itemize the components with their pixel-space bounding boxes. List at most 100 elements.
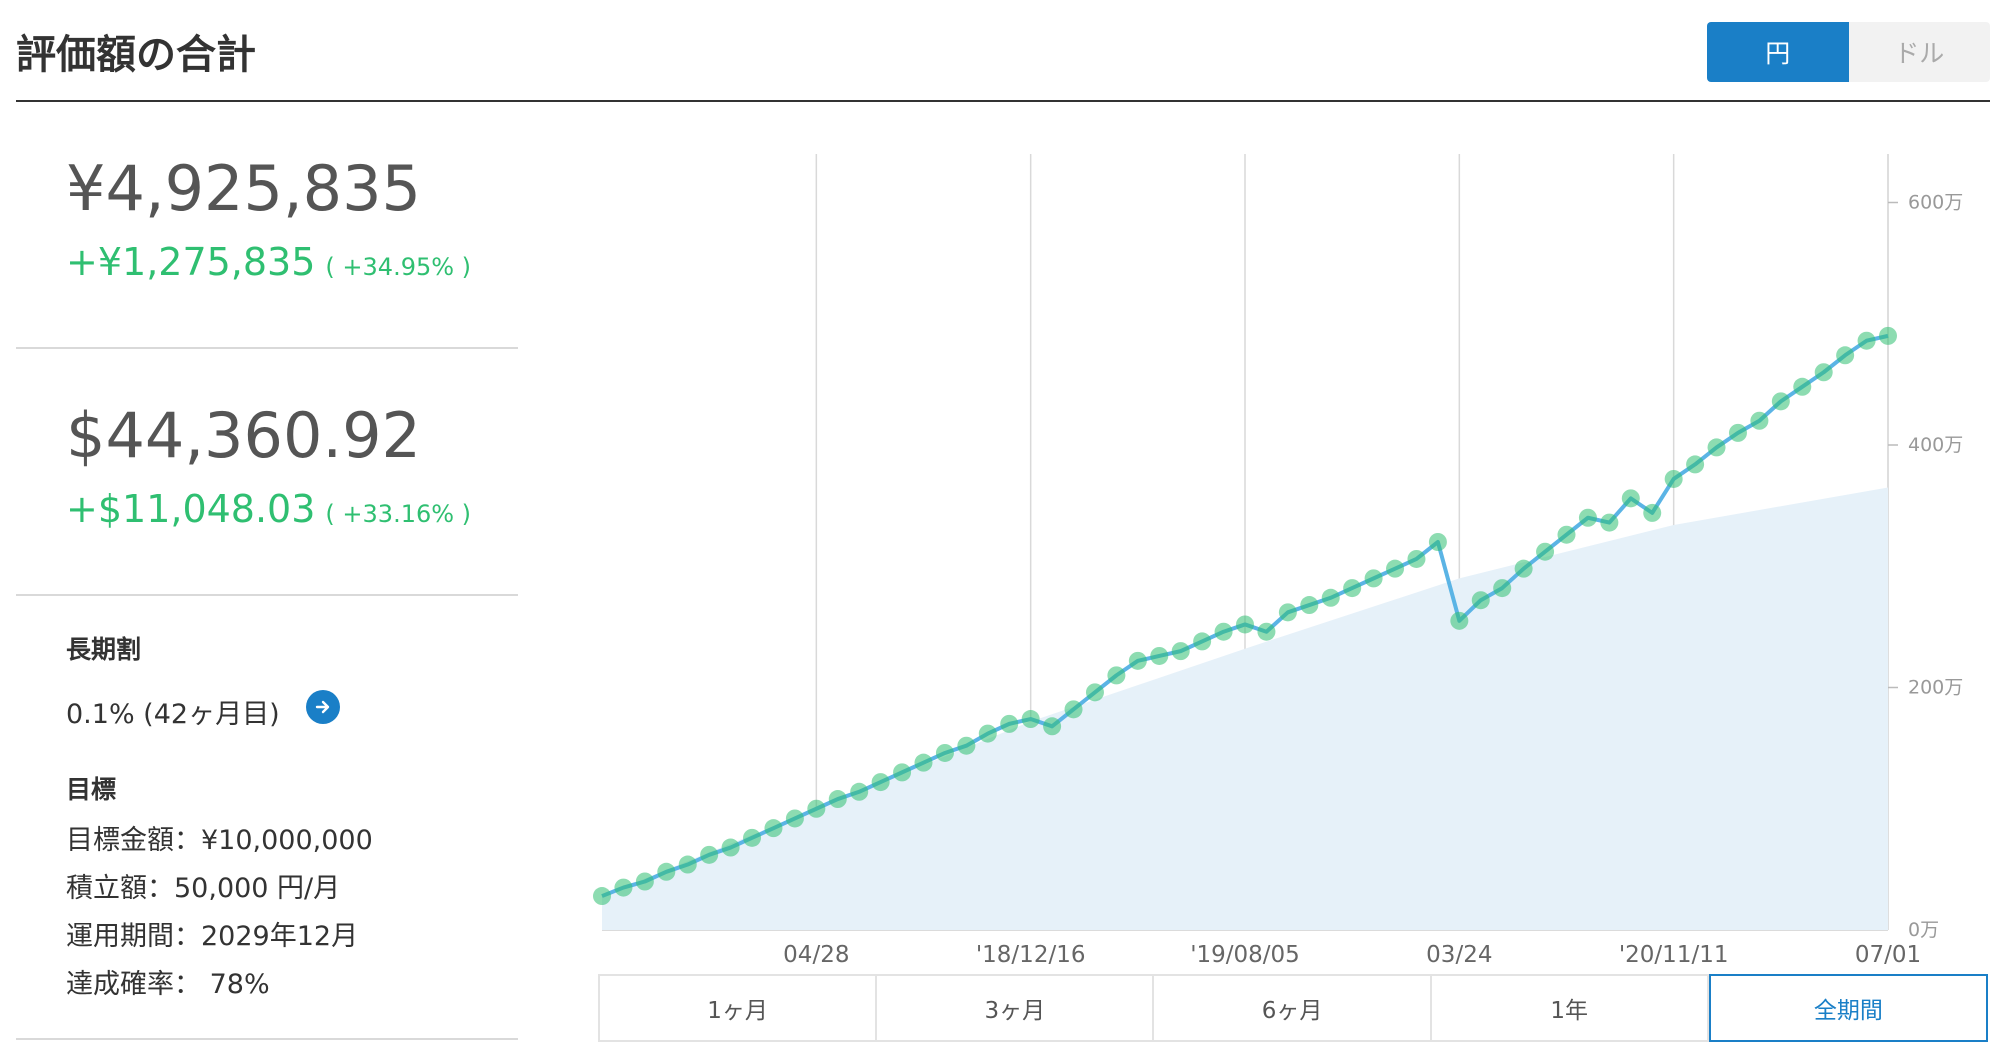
summary-usd: $44,360.92 +$11,048.03 ( +33.16% ): [16, 349, 518, 596]
valuation-point: [1150, 646, 1169, 665]
valuation-point: [1450, 611, 1469, 630]
valuation-point: [871, 773, 890, 792]
valuation-point: [1236, 615, 1254, 634]
valuation-point: [1171, 642, 1190, 661]
valuation-chart: 0万 200万 400万 600万 04/28 '18/12/16 '19/08/05 03/…: [593, 154, 1963, 968]
valuation-point: [828, 790, 847, 809]
valuation-point: [1128, 651, 1147, 670]
y-tick-label: 600万: [1908, 192, 1963, 214]
principal-area: [602, 487, 1888, 930]
long-term-label: 長期割: [66, 635, 142, 664]
valuation-point: [1493, 579, 1512, 598]
gain-jpy-value: +¥1,275,835: [66, 240, 316, 284]
valuation-point: [1879, 326, 1897, 345]
valuation-point: [1043, 717, 1062, 736]
x-tick-label: 04/28: [783, 942, 849, 968]
range-tabs: 1ヶ月 3ヶ月 6ヶ月 1年 全期間: [598, 974, 1989, 1042]
valuation-point: [678, 855, 697, 874]
range-tab-1m[interactable]: 1ヶ月: [598, 974, 878, 1042]
long-term-detail-button[interactable]: [306, 690, 340, 724]
total-jpy: ¥4,925,835: [66, 152, 421, 225]
valuation-point: [1278, 603, 1297, 622]
valuation-point: [1321, 588, 1340, 607]
valuation-point: [1343, 579, 1362, 598]
range-tab-1y[interactable]: 1年: [1431, 974, 1709, 1042]
valuation-point: [1064, 700, 1083, 719]
currency-jpy-button[interactable]: 円: [1707, 22, 1849, 82]
valuation-point: [743, 828, 762, 847]
valuation-point: [1728, 423, 1747, 442]
valuation-point: [1021, 710, 1040, 729]
valuation-point: [978, 724, 997, 743]
valuation-point: [1643, 503, 1662, 522]
total-usd: $44,360.92: [66, 399, 421, 472]
valuation-point: [807, 799, 826, 818]
page-title: 評価額の合計: [16, 32, 256, 78]
gain-usd-value: +$11,048.03: [66, 487, 316, 531]
valuation-point: [1707, 438, 1726, 457]
goal-period: 運用期間：2029年12月: [66, 921, 359, 952]
valuation-point: [1000, 714, 1019, 733]
goal-label: 目標: [66, 775, 117, 804]
valuation-point: [635, 872, 654, 891]
valuation-point: [893, 763, 912, 782]
x-tick-label: '18/12/16: [976, 942, 1086, 968]
valuation-point: [1578, 508, 1597, 527]
currency-usd-button[interactable]: ドル: [1848, 22, 1990, 82]
arrow-right-icon: [315, 700, 330, 714]
valuation-point: [1407, 549, 1426, 568]
valuation-point: [1107, 666, 1126, 685]
valuation-point: [764, 819, 783, 838]
valuation-point: [1750, 411, 1769, 430]
valuation-point: [850, 782, 869, 801]
valuation-point: [935, 743, 954, 762]
valuation-point: [1428, 533, 1447, 551]
summary-panel: ¥4,925,835 +¥1,275,835 ( +34.95% ) $44,36…: [16, 102, 518, 1000]
valuation-point: [593, 887, 611, 906]
valuation-point: [700, 845, 719, 864]
goal-monthly: 積立額：50,000 円/月: [66, 873, 341, 904]
range-tab-6m[interactable]: 6ヶ月: [1154, 974, 1432, 1042]
title-divider: [16, 100, 1990, 102]
valuation-point: [1471, 591, 1490, 610]
summary-bottom-divider: [16, 1038, 518, 1040]
valuation-point: [1621, 489, 1640, 508]
valuation-point: [1664, 469, 1683, 488]
valuation-point: [721, 838, 740, 857]
x-tick-label: '19/08/05: [1190, 942, 1300, 968]
x-tick-label: '20/11/11: [1619, 942, 1729, 968]
valuation-point: [1814, 363, 1833, 382]
currency-toggle: 円 ドル: [1707, 22, 1990, 82]
long-term-value: 0.1% (42ヶ月目): [66, 699, 280, 730]
valuation-point: [1686, 455, 1705, 474]
valuation-point: [1364, 569, 1383, 588]
valuation-point: [1300, 596, 1319, 615]
y-tick-label: 200万: [1908, 677, 1963, 699]
goal-target-amount: 目標金額：¥10,000,000: [66, 825, 373, 856]
x-tick-label: 07/01: [1855, 942, 1921, 968]
valuation-point: [1386, 559, 1405, 578]
valuation-point: [657, 862, 676, 881]
valuation-point: [1600, 513, 1619, 532]
valuation-point: [1214, 622, 1233, 641]
valuation-point: [1514, 559, 1533, 578]
valuation-point: [1836, 346, 1855, 365]
valuation-point: [1771, 392, 1790, 411]
valuation-point: [957, 736, 976, 755]
valuation-point: [1085, 683, 1104, 702]
gain-usd-pct: ( +33.16% ): [325, 500, 472, 528]
valuation-point: [1257, 622, 1276, 641]
y-tick-label: 0万: [1908, 919, 1939, 941]
valuation-point: [1557, 525, 1576, 544]
valuation-point: [914, 753, 933, 772]
valuation-point: [1536, 542, 1555, 561]
summary-jpy: ¥4,925,835 +¥1,275,835 ( +34.95% ): [16, 102, 518, 349]
valuation-point: [1793, 377, 1812, 396]
range-tab-all[interactable]: 全期間: [1708, 974, 1989, 1042]
valuation-point: [1193, 632, 1212, 651]
range-tab-3m[interactable]: 3ヶ月: [877, 974, 1155, 1042]
valuation-point: [785, 809, 804, 828]
gain-jpy-pct: ( +34.95% ): [325, 253, 472, 281]
valuation-point: [614, 878, 633, 897]
gain-jpy: +¥1,275,835 ( +34.95% ): [66, 240, 471, 284]
